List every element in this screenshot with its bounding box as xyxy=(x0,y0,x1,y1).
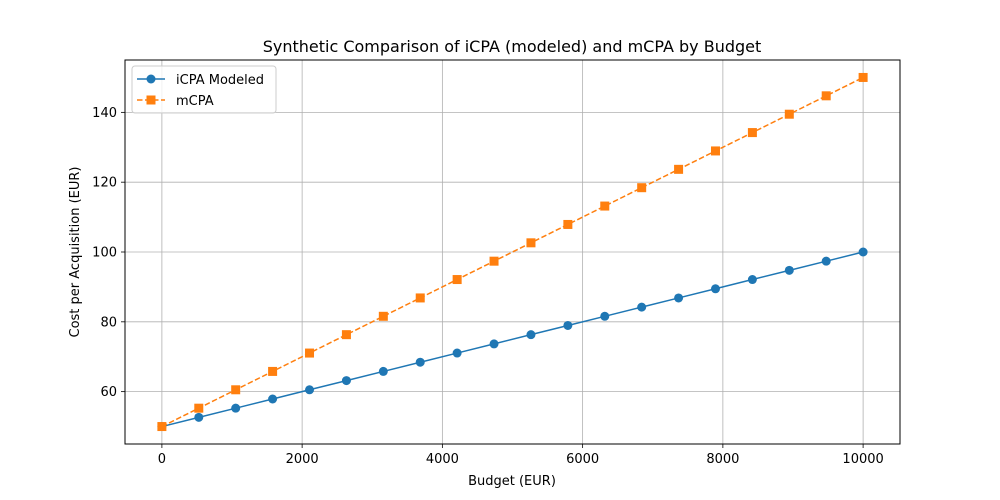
data-point-mcpa xyxy=(231,385,241,395)
x-tick-label: 6000 xyxy=(566,452,599,467)
data-point-icpa-modeled xyxy=(710,284,720,294)
data-point-mcpa xyxy=(305,348,315,358)
legend-label-mcpa: mCPA xyxy=(176,94,214,109)
data-point-mcpa xyxy=(452,275,462,285)
data-point-icpa-modeled xyxy=(415,357,425,367)
data-point-mcpa xyxy=(637,183,647,193)
legend-label-icpa: iCPA Modeled xyxy=(176,73,264,88)
data-point-mcpa xyxy=(194,403,204,413)
legend-box xyxy=(131,65,277,114)
y-tick-label: 100 xyxy=(92,246,117,261)
data-point-icpa-modeled xyxy=(268,394,278,404)
x-tick-label: 2000 xyxy=(286,452,319,467)
x-axis: 0 2000 4000 6000 8000 10000 xyxy=(158,444,884,467)
data-point-icpa-modeled xyxy=(305,385,315,395)
data-point-mcpa xyxy=(526,238,536,248)
data-point-icpa-modeled xyxy=(821,256,831,266)
data-point-icpa-modeled xyxy=(563,320,573,330)
data-point-mcpa xyxy=(268,366,278,376)
data-point-icpa-modeled xyxy=(600,311,610,321)
y-axis-label: Cost per Acquisition (EUR) xyxy=(68,167,83,338)
y-tick-label: 60 xyxy=(100,385,117,400)
data-point-icpa-modeled xyxy=(784,265,794,275)
data-point-mcpa xyxy=(747,128,757,138)
x-tick-label: 10000 xyxy=(842,452,883,467)
data-point-mcpa xyxy=(563,219,573,229)
data-point-mcpa xyxy=(784,109,794,119)
data-point-icpa-modeled xyxy=(526,330,536,340)
y-tick-label: 120 xyxy=(92,176,117,191)
x-axis-label: Budget (EUR) xyxy=(468,474,556,489)
x-tick-label: 4000 xyxy=(426,452,459,467)
data-point-mcpa xyxy=(600,201,610,211)
data-point-mcpa xyxy=(378,311,388,321)
legend: iCPA Modeled mCPA xyxy=(131,65,277,114)
data-point-icpa-modeled xyxy=(747,275,757,285)
data-point-icpa-modeled xyxy=(378,366,388,376)
data-point-mcpa xyxy=(341,330,351,340)
data-point-icpa-modeled xyxy=(858,247,868,257)
y-axis: 60 80 100 120 140 xyxy=(92,106,125,400)
data-point-mcpa xyxy=(674,164,684,174)
grid xyxy=(125,60,900,444)
x-tick-label: 0 xyxy=(158,452,166,467)
data-point-icpa-modeled xyxy=(489,339,499,349)
series-mcpa xyxy=(157,72,868,432)
data-point-icpa-modeled xyxy=(637,302,647,312)
chart-title: Synthetic Comparison of iCPA (modeled) a… xyxy=(263,37,762,56)
legend-marker-icpa xyxy=(146,74,156,84)
data-point-mcpa xyxy=(489,256,499,266)
data-point-mcpa xyxy=(710,146,720,156)
y-tick-label: 80 xyxy=(100,315,117,330)
data-point-mcpa xyxy=(157,422,167,432)
data-point-icpa-modeled xyxy=(452,348,462,358)
series-line-icpa-modeled xyxy=(161,251,864,428)
series-layer xyxy=(157,72,868,432)
data-point-icpa-modeled xyxy=(231,403,241,413)
data-point-mcpa xyxy=(821,91,831,101)
y-tick-label: 140 xyxy=(92,106,117,121)
data-point-mcpa xyxy=(415,293,425,303)
series-icpa-modeled xyxy=(157,247,868,432)
data-point-icpa-modeled xyxy=(341,376,351,386)
x-tick-label: 8000 xyxy=(706,452,739,467)
data-point-icpa-modeled xyxy=(194,412,204,422)
legend-marker-mcpa xyxy=(146,95,156,105)
data-point-mcpa xyxy=(858,72,868,82)
series-line-mcpa xyxy=(161,76,864,428)
data-point-icpa-modeled xyxy=(674,293,684,303)
